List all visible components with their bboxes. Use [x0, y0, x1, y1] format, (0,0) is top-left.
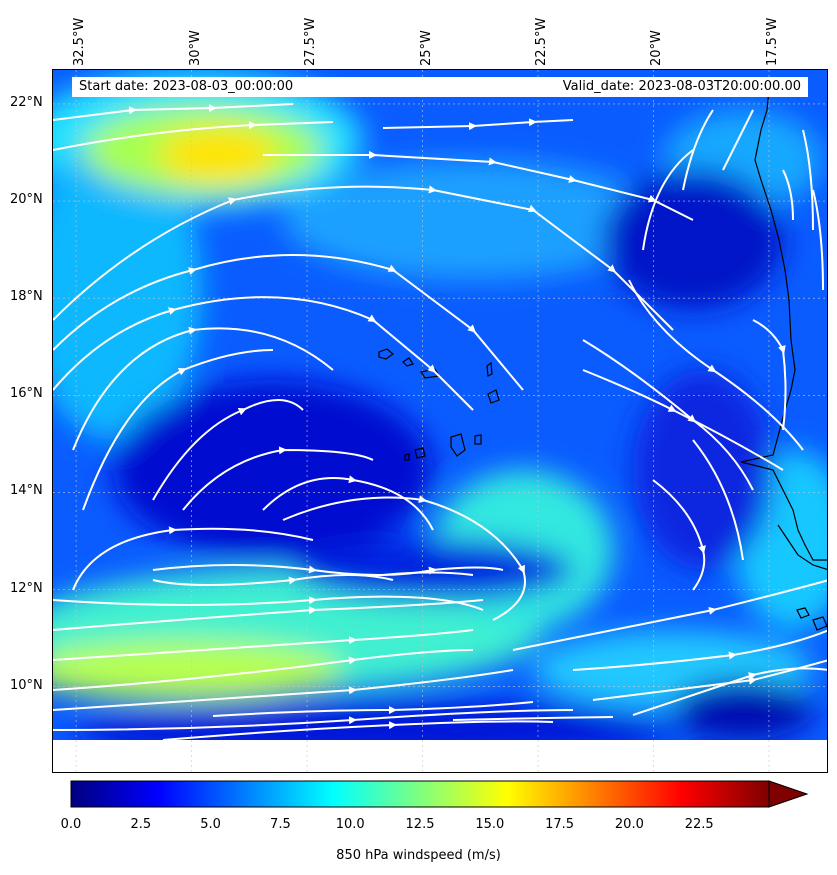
streamline — [162, 720, 554, 741]
streamline — [212, 701, 534, 717]
streamline — [263, 150, 694, 221]
island-maio — [474, 434, 482, 445]
streamline — [642, 149, 694, 251]
streamline — [782, 169, 794, 221]
streamline — [53, 254, 524, 391]
island-sal — [486, 361, 493, 377]
streamlines — [53, 103, 827, 741]
lat-label: 14°N — [10, 483, 43, 499]
wind-map — [53, 70, 827, 772]
lat-label: 12°N — [10, 580, 43, 596]
streamline — [382, 571, 474, 576]
start-date-label: Start date: 2023-08-03_00:00:00 — [79, 79, 294, 94]
lon-label: 30°W — [187, 30, 203, 66]
colorbar-body — [70, 780, 770, 808]
lon-label: 20°W — [649, 30, 665, 66]
field-low-southeast — [673, 680, 813, 740]
windspeed-field — [53, 70, 827, 772]
streamline — [452, 716, 614, 721]
lon-label: 17.5°W — [764, 17, 780, 66]
colorbar-tick-label: 7.5 — [270, 817, 291, 832]
streamline — [582, 369, 784, 471]
streamline — [53, 103, 294, 121]
streamline — [53, 296, 474, 411]
island-santiago — [450, 433, 466, 457]
valid-date-label: Valid_date: 2023-08-03T20:00:00.00 — [562, 79, 801, 94]
colorbar — [70, 780, 809, 808]
lon-label: 32.5°W — [72, 17, 88, 66]
streamline — [682, 109, 714, 191]
streamline — [72, 326, 334, 451]
colorbar-tick-label: 5.0 — [200, 817, 221, 832]
lon-label: 22.5°W — [534, 17, 549, 66]
streamline — [182, 446, 374, 511]
streamline — [632, 667, 827, 716]
island-brava — [404, 453, 410, 461]
colorbar-tick-label: 2.5 — [130, 817, 152, 832]
island-boa-vista — [487, 389, 500, 404]
graticule — [53, 70, 827, 772]
colorbar-tick-label: 10.0 — [335, 817, 365, 832]
streamline — [812, 189, 824, 291]
field-west — [53, 140, 203, 440]
streamline — [572, 629, 827, 671]
streamline — [802, 129, 814, 231]
streamline — [152, 399, 304, 501]
streamline — [582, 339, 754, 491]
streamline — [53, 595, 484, 611]
colorbar-tick-label: 20.0 — [614, 817, 644, 832]
streamline — [53, 629, 474, 661]
streamline — [72, 526, 314, 591]
field-central-north — [283, 160, 663, 280]
bijagos-islands — [796, 607, 827, 631]
date-info-bar: Start date: 2023-08-03_00:00:00 Valid_da… — [72, 77, 808, 97]
streamline — [692, 439, 744, 561]
colorbar-tick-label: 12.5 — [405, 817, 435, 832]
lat-label: 20°N — [10, 192, 43, 208]
field-low-east — [633, 370, 773, 570]
colorbar-tick-label: 0.0 — [60, 817, 82, 832]
no-data-strip — [53, 740, 827, 772]
streamline — [82, 349, 274, 511]
streamline — [53, 121, 334, 151]
lat-label: 16°N — [10, 386, 43, 402]
map-plot-area — [52, 69, 828, 773]
island-fogo — [414, 447, 426, 459]
africa-coastline — [740, 89, 827, 561]
colorbar-extend-arrow — [768, 780, 809, 808]
colorbar-tick-label: 17.5 — [545, 817, 575, 832]
streamline — [628, 279, 804, 451]
lat-label: 18°N — [10, 289, 43, 305]
streamline — [752, 319, 787, 431]
streamline — [382, 118, 574, 131]
streamline — [722, 109, 754, 171]
streamline — [53, 599, 484, 631]
field-low-northeast — [603, 170, 783, 310]
colorbar-tick-label: 22.5 — [684, 817, 714, 832]
lat-label: 22°N — [10, 94, 43, 110]
jet-core — [158, 127, 278, 183]
colorbar-label: 850 hPa windspeed (m/s) — [336, 848, 501, 863]
colorbar-tick-label: 15.0 — [475, 817, 505, 832]
streamline — [53, 669, 514, 711]
streamline — [53, 185, 674, 331]
coastlines — [378, 89, 827, 631]
streamline — [152, 574, 394, 586]
streamline — [512, 579, 827, 651]
streamline — [53, 709, 574, 731]
streamline — [53, 649, 474, 691]
field-low-west — [113, 380, 433, 560]
lon-label: 27.5°W — [303, 17, 319, 66]
streamline — [282, 495, 526, 621]
lon-label: 25°W — [418, 30, 434, 66]
lat-label: 10°N — [10, 677, 43, 693]
streamline — [652, 479, 706, 591]
africa-coast-south — [777, 524, 827, 571]
streamline — [262, 475, 434, 531]
